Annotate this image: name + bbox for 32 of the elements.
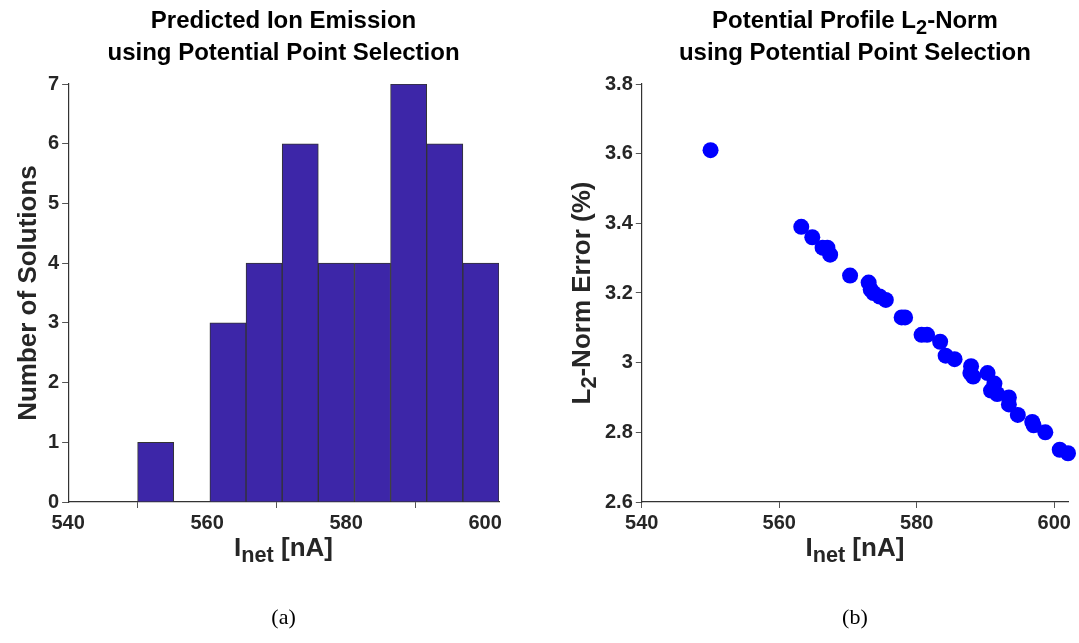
y-tick-label: 5 [48,190,60,213]
x-tick-label: 560 [190,510,224,533]
y-tick-label: 0 [48,489,60,512]
y-tick-label: 3.2 [604,280,633,303]
chart-subtitle: using Potential Point Selection [678,38,1031,66]
x-tick-label: 580 [900,510,934,533]
chart-subtitle: using Potential Point Selection [107,38,460,66]
y-tick-label: 3.8 [604,71,633,94]
y-tick-label: 3.6 [604,141,633,164]
text: (b) [842,604,868,630]
y-tick-label: 4 [48,250,60,273]
y-axis-title: Number of Solutions [11,165,43,421]
x-tick-label: 540 [51,510,85,533]
y-tick-label: 6 [48,131,60,154]
y-tick-label: 2.6 [604,489,633,512]
y-tick-label: 3 [621,350,633,373]
chart-title: Predicted Ion Emission [150,6,417,34]
x-tick-label: 600 [468,510,502,533]
x-tick-label: 560 [762,510,796,533]
y-tick-label: 3.4 [604,210,634,233]
x-axis-title: I$_{net}$ [nA] [805,532,905,569]
x-tick-label: 600 [1037,510,1071,533]
y-tick-label: 2 [48,370,60,393]
x-tick-label: 580 [329,510,363,533]
y-tick-label: 7 [48,71,60,94]
y-tick-label: 2.8 [604,419,633,442]
chart-title: Potential Profile L$_{2}$-Norm [711,6,998,39]
x-tick-label: 540 [625,510,659,533]
x-axis-title: I$_{net}$ [nA] [234,532,334,569]
text: (a) [271,604,296,630]
y-tick-label: 3 [48,310,60,333]
y-tick-label: 1 [48,429,60,452]
